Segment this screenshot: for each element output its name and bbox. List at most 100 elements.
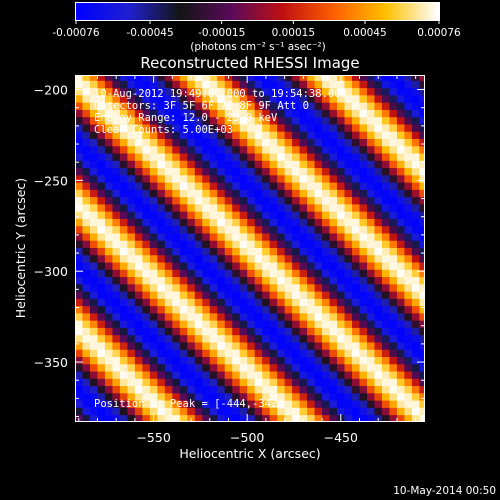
heatmap-cell [75,211,83,219]
heatmap-cell [359,233,368,241]
heatmap-cell [307,334,315,343]
heatmap-cell [164,327,173,336]
heatmap-cell [194,356,203,365]
heatmap-cell [202,138,211,147]
heatmap-cell [217,182,226,190]
heatmap-cell [262,94,271,103]
heatmap-cell [381,247,390,256]
heatmap-cell [82,298,91,307]
heatmap-cell [359,203,368,212]
heatmap-cell [142,276,151,285]
heatmap-cell [209,400,218,408]
heatmap-cell [89,153,98,161]
heatmap-cell [209,138,218,147]
heatmap-cell [157,211,166,219]
heatmap-cell [232,356,241,365]
heatmap-cell [254,254,263,263]
heatmap-cell [359,94,368,103]
heatmap-cell [269,247,278,256]
heatmap-cell [164,312,173,321]
colorbar-cell [76,3,80,20]
heatmap-cell [97,356,106,365]
heatmap-cell [89,124,98,132]
heatmap-cell [75,349,83,357]
heatmap-cell [232,211,241,219]
heatmap-cell [239,291,248,299]
heatmap-cell [89,269,98,278]
heatmap-cell [396,145,405,154]
heatmap-cell [247,160,256,169]
heatmap-cell [104,254,113,263]
heatmap-cell [292,131,300,139]
heatmap-cell [307,305,315,314]
heatmap-cell [307,371,315,379]
heatmap-cell [97,392,106,401]
heatmap-cell [172,342,181,350]
heatmap-cell [269,342,278,350]
heatmap-cell [187,182,196,190]
heatmap-cell [142,392,151,401]
heatmap-cell [232,138,241,147]
heatmap-cell [239,349,248,357]
heatmap-cell [381,160,390,169]
heatmap-cell [149,407,158,416]
heatmap-cell [239,189,248,198]
heatmap-cell [239,312,248,321]
heatmap-cell [82,414,91,422]
heatmap-cell [262,145,271,154]
heatmap-cell [329,291,338,299]
heatmap-cell [277,196,286,205]
heatmap-cell [344,269,353,278]
heatmap-cell [366,305,375,314]
heatmap-cell [366,145,375,154]
heatmap-cell [112,247,121,256]
heatmap-cell [247,342,256,350]
heatmap-cell [352,269,360,278]
heatmap-cell [142,371,151,379]
heatmap-cell [389,320,398,328]
heatmap-cell [419,269,425,278]
heatmap-cell [254,94,263,103]
heatmap-cell [247,240,256,248]
heatmap-cell [142,327,151,336]
heatmap-cell [134,87,143,96]
heatmap-cell [299,153,308,161]
heatmap-cell [352,254,360,263]
heatmap-cell [344,363,353,372]
heatmap-cell [329,109,338,118]
heatmap-cell [112,87,121,96]
heatmap-cell [322,75,330,81]
heatmap-cell [277,342,286,350]
heatmap-cell [404,342,413,350]
heatmap-cell [404,131,413,139]
heatmap-cell [307,94,315,103]
heatmap-cell [217,174,226,183]
heatmap-cell [269,400,278,408]
heatmap-cell [389,414,398,422]
heatmap-cell [209,75,218,81]
heatmap-cell [404,240,413,248]
heatmap-cell [194,407,203,416]
heatmap-cell [277,109,286,118]
heatmap-cell [381,320,390,328]
heatmap-cell [366,327,375,336]
heatmap-cell [314,75,323,81]
heatmap-cell [75,298,83,307]
heatmap-cell [104,334,113,343]
heatmap-cell [142,400,151,408]
heatmap-cell [299,145,308,154]
peak-position-text: Position at Peak = [-444,-342] [94,398,284,410]
colorbar-cell [181,3,185,20]
heatmap-cell [344,102,353,110]
heatmap-cell [329,87,338,96]
heatmap-cell [404,196,413,205]
colorbar-cell [343,3,347,20]
heatmap-cell [164,94,173,103]
heatmap-cell [119,174,128,183]
heatmap-cell [164,385,173,394]
heatmap-cell [112,109,121,118]
heatmap-cell [389,87,398,96]
heatmap-cell [112,349,121,357]
heatmap-cell [127,102,136,110]
heatmap-cell [119,385,128,394]
